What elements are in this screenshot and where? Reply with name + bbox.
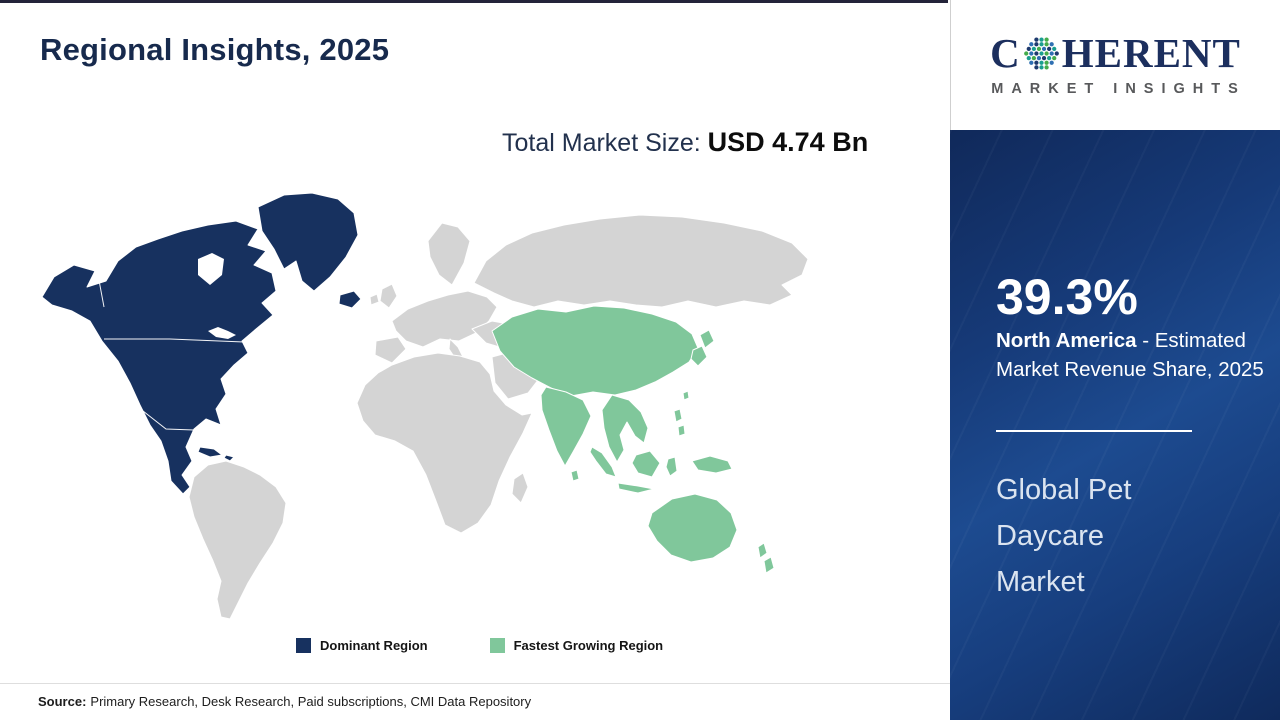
landmass-japan-north [699, 329, 715, 349]
stats-panel: 39.3% North America - Estimated Market R… [950, 130, 1280, 720]
legend-label-dominant: Dominant Region [320, 638, 428, 653]
landmass-sumatra [589, 446, 617, 478]
landmass-sulawesi [665, 456, 678, 477]
landmass-europe [391, 290, 498, 348]
source-note: Source: Primary Research, Desk Research, … [38, 694, 531, 709]
landmass-taiwan [682, 390, 690, 401]
landmass-madagascar [511, 472, 529, 504]
region-asia-pacific-fastest [491, 305, 775, 574]
us-canada-border [104, 338, 245, 343]
panel-texture [950, 130, 1280, 720]
source-text: Primary Research, Desk Research, Paid su… [90, 694, 532, 709]
market-size-value: USD 4.74 Bn [707, 127, 869, 157]
landmass-north-america [41, 220, 277, 495]
logo-globe-icon [1023, 37, 1059, 70]
region-rest-of-world [188, 214, 809, 620]
landmass-philippines-north [673, 408, 683, 423]
landmass-sri-lanka [570, 469, 580, 482]
brand-tagline: MARKET INSIGHTS [991, 81, 1246, 97]
stat-divider [996, 430, 1192, 432]
map-legend: Dominant Region Fastest Growing Region [296, 638, 663, 653]
world-map-svg [41, 192, 809, 620]
landmass-indochina [601, 394, 649, 463]
brand-logo: C HERENT MARKET INSIGHTS [950, 0, 1280, 130]
brand-wordmark: C HERENT [990, 33, 1241, 74]
landmass-india [540, 386, 592, 467]
landmass-ireland [369, 293, 380, 306]
landmass-central-east-asia [491, 305, 699, 397]
brand-prefix: C [990, 30, 1021, 76]
legend-swatch-dominant [296, 638, 311, 653]
landmass-philippines-south [677, 424, 686, 437]
us-mexico-border [142, 410, 195, 431]
alaska-border [97, 274, 105, 308]
landmass-hispaniola [223, 454, 235, 462]
landmass-new-zealand-north [757, 542, 768, 559]
stat-region: North America [996, 329, 1137, 352]
source-label: Source: [38, 694, 87, 709]
landmass-borneo [631, 450, 661, 478]
landmass-iceland [338, 290, 362, 309]
landmass-greenland [257, 192, 359, 292]
landmass-africa [356, 352, 533, 534]
landmass-australia [647, 493, 738, 563]
legend-item-dominant: Dominant Region [296, 638, 428, 653]
region-north-america-dominant [41, 192, 362, 495]
sidebar: C HERENT MARKET INSIGHTS 39.3% North Ame… [950, 0, 1280, 720]
landmass-java [617, 482, 655, 494]
brand-suffix: HERENT [1061, 30, 1241, 76]
legend-label-fastest: Fastest Growing Region [513, 638, 664, 653]
footer-divider [0, 683, 950, 684]
total-market-size: Total Market Size: USD 4.74 Bn [502, 122, 892, 163]
landmass-russia [473, 214, 809, 308]
legend-item-fastest: Fastest Growing Region [489, 638, 664, 653]
top-accent-strip [0, 0, 948, 3]
page-title: Regional Insights, 2025 [40, 32, 390, 67]
world-map [40, 188, 820, 620]
landmass-south-america [188, 460, 287, 620]
landmass-new-guinea [691, 455, 733, 474]
legend-swatch-fastest [489, 638, 505, 653]
stat-desc-text: - Estimated Market Revenue Share, 2025 [996, 329, 1264, 382]
landmass-cuba [197, 446, 223, 458]
report-title: Global Pet Daycare Market [996, 474, 1132, 598]
stat-value: 39.3% [996, 269, 1138, 325]
landmass-japan-south [690, 345, 708, 367]
hudson-bay [198, 253, 224, 285]
landmass-iberia [374, 336, 407, 364]
market-size-label: Total Market Size: [502, 129, 708, 157]
landmass-scandinavia [427, 222, 471, 286]
stat-description: North America - Estimated Market Revenue… [996, 326, 1268, 384]
landmass-uk [379, 283, 398, 309]
great-lakes [208, 327, 236, 339]
landmass-new-zealand-south [763, 556, 775, 574]
